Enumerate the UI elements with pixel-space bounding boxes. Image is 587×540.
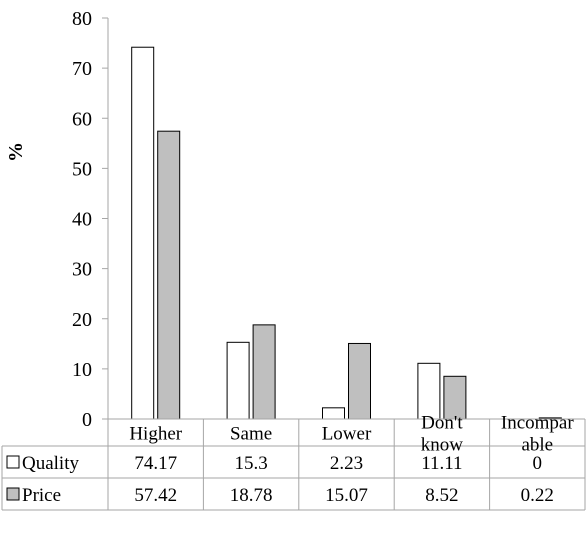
x-category-label: Same (230, 424, 272, 445)
bar-price (252, 324, 276, 420)
y-tick-label: 30 (72, 259, 92, 281)
y-tick-label: 70 (72, 58, 92, 80)
legend-key-price (6, 487, 20, 501)
data-label: 74.17 (134, 453, 177, 474)
x-category-label: Higher (129, 424, 182, 445)
data-label: 18.78 (230, 485, 273, 506)
y-tick-label: 10 (72, 359, 92, 381)
y-tick-label: 60 (72, 108, 92, 130)
bar-quality (417, 362, 441, 420)
legend-label: Price (22, 485, 61, 506)
y-tick-label: 50 (72, 158, 92, 180)
data-label: 0.22 (521, 485, 554, 506)
data-label: 0 (533, 453, 543, 474)
bar-quality (322, 407, 345, 420)
bar-price (157, 130, 181, 420)
y-axis: 0 10 20 30 40 50 60 70 80 (72, 8, 109, 431)
y-tick-label: 0 (82, 409, 92, 431)
y-tick-label: 20 (72, 309, 92, 331)
data-label: 15.3 (234, 453, 267, 474)
x-category-label: able (521, 435, 553, 456)
data-label: 2.23 (330, 453, 363, 474)
y-tick-label: 80 (72, 8, 92, 30)
y-tick-label: 40 (72, 209, 92, 231)
data-label: 15.07 (325, 485, 368, 506)
data-label: 11.11 (421, 453, 462, 474)
data-label: 57.42 (134, 485, 177, 506)
bar-quality (226, 341, 250, 420)
x-category-label: Lower (322, 424, 372, 445)
x-category-label: Incompar (501, 413, 574, 434)
y-axis-label: % (5, 142, 27, 162)
bar-price (348, 342, 371, 420)
legend-label: Quality (22, 453, 79, 474)
x-category-label: know (421, 435, 464, 456)
data-label: 8.52 (425, 485, 458, 506)
legend-key-quality (6, 455, 20, 469)
x-category-label: Don't (421, 413, 463, 434)
bars (131, 46, 562, 420)
bar-quality (131, 46, 155, 420)
